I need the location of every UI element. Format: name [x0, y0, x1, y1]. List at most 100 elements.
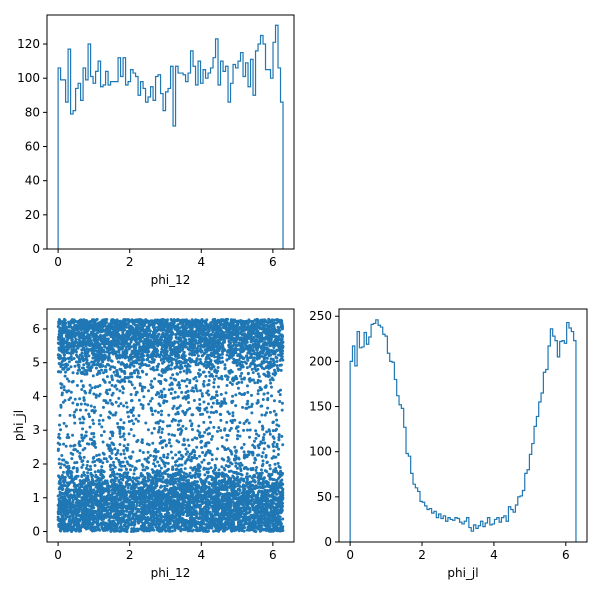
scatter-point: [251, 371, 255, 375]
x-tick-label: 0: [54, 255, 62, 269]
scatter-point: [138, 362, 142, 366]
scatter-point: [191, 386, 195, 390]
scatter-point: [246, 390, 250, 394]
scatter-point: [266, 391, 270, 395]
scatter-point: [193, 436, 197, 440]
scatter-point: [237, 331, 241, 335]
scatter-point: [112, 460, 116, 464]
scatter-point: [163, 393, 167, 397]
scatter-point: [82, 417, 86, 421]
scatter-point: [280, 408, 284, 412]
scatter-point: [224, 317, 228, 321]
scatter-point: [183, 467, 187, 471]
axes-frame: [46, 14, 295, 250]
scatter-point: [212, 377, 216, 381]
scatter-point: [154, 525, 158, 529]
scatter-point: [74, 337, 78, 341]
scatter-point: [117, 404, 121, 408]
scatter-point: [159, 358, 163, 362]
y-tick-label: 120: [17, 37, 40, 51]
scatter-point: [231, 497, 235, 501]
scatter-point: [71, 371, 75, 375]
scatter-point: [257, 485, 261, 489]
scatter-point: [162, 453, 166, 457]
scatter-point: [72, 481, 76, 485]
scatter-point: [112, 463, 116, 467]
scatter-point: [158, 419, 162, 423]
scatter-point: [119, 402, 123, 406]
scatter-point: [278, 515, 282, 519]
scatter-point: [79, 421, 83, 425]
scatter-point: [97, 453, 101, 457]
scatter-point: [132, 422, 136, 426]
scatter-point: [213, 396, 217, 400]
scatter-point: [207, 467, 210, 471]
scatter-point: [269, 357, 273, 361]
scatter-point: [215, 401, 219, 405]
scatter-point: [150, 468, 154, 472]
scatter-point: [174, 412, 178, 416]
scatter-point: [95, 372, 99, 376]
scatter-point: [167, 432, 171, 436]
scatter-point: [178, 386, 182, 390]
scatter-point: [202, 333, 206, 337]
scatter-point: [167, 441, 171, 445]
scatter-point: [171, 472, 175, 476]
scatter-point: [270, 394, 274, 398]
scatter-point: [141, 521, 145, 525]
scatter-point: [204, 374, 208, 378]
scatter-point: [177, 356, 180, 360]
scatter-point: [157, 362, 161, 366]
scatter-point: [268, 432, 272, 436]
scatter-point: [220, 436, 224, 440]
scatter-point: [59, 466, 63, 470]
scatter-point: [158, 425, 162, 429]
scatter-point: [101, 451, 105, 455]
scatter-point: [275, 418, 279, 422]
scatter-point: [95, 454, 99, 458]
scatter-point: [143, 337, 147, 341]
scatter-point: [131, 450, 135, 454]
scatter-point: [196, 354, 200, 358]
scatter-point: [88, 391, 92, 395]
scatter-point: [114, 457, 118, 460]
scatter-point: [62, 529, 66, 533]
scatter-point: [82, 363, 86, 367]
scatter-point: [207, 461, 211, 465]
scatter-point: [224, 401, 228, 405]
scatter-point: [103, 380, 107, 384]
scatter-point: [129, 487, 133, 491]
scatter-point: [196, 429, 200, 433]
scatter-point: [202, 458, 206, 462]
scatter-point: [207, 357, 211, 361]
scatter-point: [139, 474, 143, 478]
scatter-point: [83, 446, 87, 450]
scatter-point: [147, 402, 151, 406]
scatter-point: [115, 353, 119, 357]
scatter-point: [143, 363, 147, 367]
scatter-point: [73, 335, 77, 339]
scatter-point: [69, 390, 73, 394]
scatter-point: [257, 434, 261, 438]
scatter-point: [108, 437, 112, 440]
scatter-point: [108, 398, 112, 402]
scatter-point: [59, 365, 63, 369]
scatter-point: [214, 409, 218, 413]
y-tick-label: 80: [25, 105, 40, 119]
scatter-point: [86, 403, 90, 407]
scatter-point: [190, 318, 194, 322]
scatter-point: [149, 383, 153, 387]
scatter-point: [240, 377, 244, 381]
scatter-point: [133, 386, 137, 390]
scatter-point: [150, 379, 154, 383]
scatter-point: [231, 411, 235, 415]
scatter-point: [216, 447, 220, 451]
scatter-point: [240, 446, 244, 450]
scatter-point: [272, 440, 276, 444]
scatter-point: [155, 368, 159, 372]
scatter-point: [138, 449, 142, 453]
scatter-point: [99, 413, 103, 417]
scatter-point: [172, 404, 176, 408]
scatter-point: [73, 364, 77, 368]
